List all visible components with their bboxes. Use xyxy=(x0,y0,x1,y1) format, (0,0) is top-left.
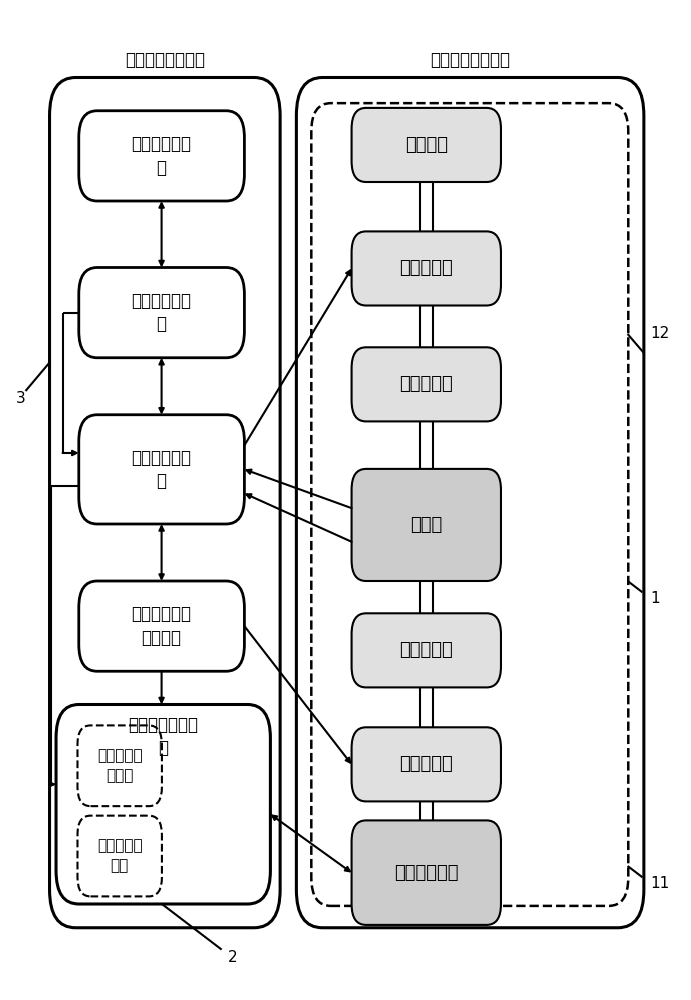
FancyBboxPatch shape xyxy=(352,108,501,182)
Text: 2: 2 xyxy=(228,950,238,965)
Text: 变流器: 变流器 xyxy=(410,516,442,534)
Text: 控制系统模拟模块: 控制系统模拟模块 xyxy=(125,51,205,69)
Text: 电路系统模拟模块: 电路系统模拟模块 xyxy=(430,51,510,69)
Text: 分区运控子系
统: 分区运控子系 统 xyxy=(131,292,191,333)
FancyBboxPatch shape xyxy=(352,347,501,421)
FancyBboxPatch shape xyxy=(79,111,245,201)
Text: 输入开关柜: 输入开关柜 xyxy=(399,259,453,277)
FancyBboxPatch shape xyxy=(56,704,270,904)
FancyBboxPatch shape xyxy=(352,613,501,687)
FancyBboxPatch shape xyxy=(50,77,280,928)
Text: 高压电网: 高压电网 xyxy=(405,136,448,154)
FancyBboxPatch shape xyxy=(296,77,644,928)
Text: 定子开关站控
制子系统: 定子开关站控 制子系统 xyxy=(131,605,191,647)
FancyBboxPatch shape xyxy=(352,820,501,925)
Text: 1: 1 xyxy=(650,591,660,606)
Text: 输入变压器: 输入变压器 xyxy=(399,375,453,393)
Text: 电机模拟单元: 电机模拟单元 xyxy=(394,864,459,882)
Text: 电机模拟控制模
块: 电机模拟控制模 块 xyxy=(129,716,198,758)
FancyBboxPatch shape xyxy=(77,816,162,896)
Text: 3: 3 xyxy=(15,391,25,406)
FancyBboxPatch shape xyxy=(77,725,162,806)
FancyBboxPatch shape xyxy=(352,727,501,801)
FancyBboxPatch shape xyxy=(352,231,501,306)
FancyBboxPatch shape xyxy=(312,103,628,906)
Text: 输出开关柜: 输出开关柜 xyxy=(399,755,453,773)
Text: 12: 12 xyxy=(650,326,670,342)
FancyBboxPatch shape xyxy=(79,267,245,358)
Text: 车载运控系
统模型: 车载运控系 统模型 xyxy=(97,748,142,783)
Text: 中央运控子系
统: 中央运控子系 统 xyxy=(131,135,191,177)
Text: 牵引控制子系
统: 牵引控制子系 统 xyxy=(131,449,191,490)
FancyBboxPatch shape xyxy=(79,415,245,524)
FancyBboxPatch shape xyxy=(352,469,501,581)
FancyBboxPatch shape xyxy=(79,581,245,671)
Text: 车辆运动学
模型: 车辆运动学 模型 xyxy=(97,839,142,873)
Text: 11: 11 xyxy=(650,876,670,891)
Text: 输出变压器: 输出变压器 xyxy=(399,641,453,659)
